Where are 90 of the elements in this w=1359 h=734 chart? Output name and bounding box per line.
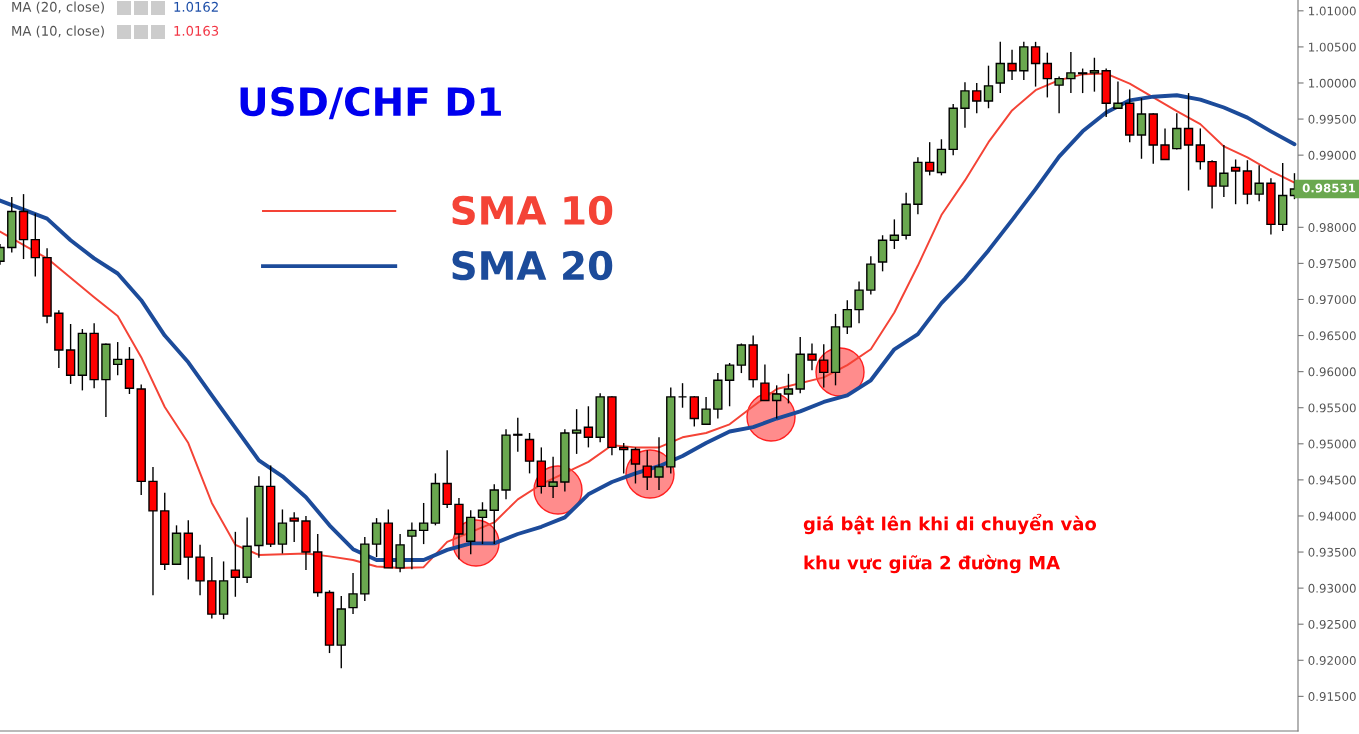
candlestick [466, 509, 476, 555]
candlestick [1030, 41, 1041, 88]
y-tick-label: 0.91500 [1308, 692, 1356, 702]
candlestick [1042, 51, 1053, 99]
candlestick [630, 446, 641, 485]
candlestick [289, 511, 299, 543]
candlestick [1089, 57, 1100, 93]
candlestick [995, 41, 1005, 94]
y-tick-label: 1.01000 [1309, 6, 1356, 16]
candlestick [1054, 75, 1064, 114]
candlestick [972, 82, 982, 114]
text: USD/CHF D1 [240, 86, 501, 120]
y-tick-label: 0.98000 [1308, 223, 1356, 232]
annotation: 1.0163 [174, 25, 219, 36]
candlestick [1136, 97, 1147, 160]
candlestick [1066, 51, 1076, 94]
annotation: giá bật lên khi di chuyển vào [803, 513, 1097, 535]
candlestick [1172, 112, 1182, 151]
candlestick [418, 502, 429, 545]
y-tick-label: 0.92000 [1308, 656, 1356, 665]
legend-label: SMA 20 [452, 250, 613, 281]
annotation: MA (10, close) [12, 25, 104, 38]
candlestick [654, 436, 664, 491]
candlestick [960, 81, 970, 129]
candlestick [30, 212, 40, 278]
candlestick [736, 342, 747, 374]
y-tick-label: 0.93500 [1308, 547, 1356, 557]
candlestick [1242, 159, 1253, 205]
candlestick [689, 395, 700, 428]
candlestick [524, 432, 535, 475]
y-tick-label: 0.94000 [1308, 511, 1356, 521]
y-tick-label: 0.94500 [1308, 475, 1356, 485]
candlestick [1230, 158, 1241, 205]
candlestick [701, 396, 711, 426]
candlestick [760, 363, 770, 402]
candlestick [771, 384, 782, 420]
y-tick-label: 0.97500 [1308, 259, 1356, 269]
candlestick [854, 280, 864, 324]
candlestick [936, 138, 947, 177]
candlestick [407, 521, 417, 571]
candlestick [783, 373, 794, 405]
y-tick-label: 0.99000 [1308, 150, 1356, 160]
candlestick [819, 343, 829, 389]
candlestick [1019, 41, 1029, 81]
candlestick [1219, 144, 1229, 198]
candlestick [230, 531, 241, 598]
annotation: khu vực giữa 2 đường MA [804, 554, 1060, 574]
candlestick [395, 533, 405, 573]
y-tick-label: 0.92500 [1308, 619, 1356, 629]
candlestick [548, 456, 558, 499]
y-tick-label: 0.96500 [1308, 331, 1356, 341]
candlestick [924, 141, 935, 177]
candlestick [1254, 164, 1264, 203]
candlestick [489, 483, 499, 545]
candlestick [513, 417, 523, 453]
candlestick [583, 405, 594, 449]
candlestick [1077, 67, 1088, 94]
candlestick [371, 517, 382, 558]
candlestick [724, 362, 735, 407]
candlestick [571, 408, 582, 455]
candlestick [1113, 80, 1123, 109]
candlestick [1007, 49, 1017, 81]
candlestick [1195, 127, 1206, 171]
candlestick [877, 234, 888, 273]
candlestick [642, 449, 652, 491]
candlestick [348, 572, 358, 615]
annotation: MA (20, close) [12, 1, 104, 14]
y-tick-label: 1.00000 [1309, 78, 1356, 88]
candlestick [842, 299, 852, 335]
candlestick [195, 544, 205, 597]
y-tick-label: 0.95500 [1308, 403, 1356, 413]
candlestick [889, 218, 900, 250]
text: 0.98531 [1302, 183, 1356, 193]
y-tick-label: 0.96000 [1308, 367, 1356, 377]
candlestick [1160, 127, 1170, 161]
candlestick [183, 519, 193, 581]
candlestick [442, 449, 452, 509]
y-tick-label: 0.93000 [1308, 583, 1356, 593]
candlestick [807, 342, 817, 371]
y-tick-label: 1.00500 [1309, 42, 1356, 52]
candlestick [1183, 92, 1194, 192]
y-tick-label: 0.99500 [1308, 114, 1356, 124]
y-tick-label: 0.95000 [1308, 439, 1356, 449]
legend-label: SMA 10 [452, 195, 613, 226]
candlestick [277, 508, 288, 555]
annotation: 1.0162 [174, 1, 218, 12]
candlestick [983, 64, 994, 109]
candlestick [112, 341, 123, 376]
candlestick [477, 501, 488, 545]
y-tick-label: 0.97000 [1308, 295, 1356, 305]
